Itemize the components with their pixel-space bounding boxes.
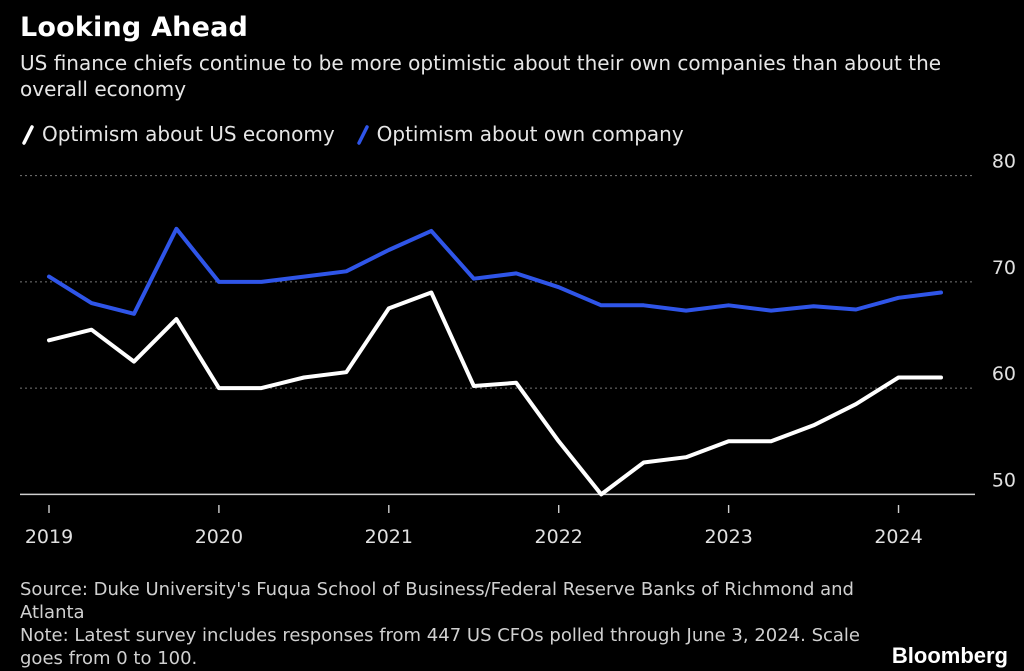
y-tick-label-80: 80 [992,151,1016,173]
x-tick-label-2020: 2020 [195,526,243,548]
legend-swatch-company [356,123,369,145]
source-note: Source: Duke University's Fuqua School o… [20,579,854,623]
legend-item-company: Optimism about own company [356,122,684,146]
x-tick-label-2021: 2021 [365,526,413,548]
survey-note: Note: Latest survey includes responses f… [20,625,861,669]
legend: Optimism about US economy Optimism about… [22,122,684,146]
chart-subtitle: US finance chiefs continue to be more op… [20,51,942,101]
x-tick-label-2019: 2019 [25,526,73,548]
y-tick-label-50: 50 [992,469,1016,491]
chart-title: Looking Ahead [20,12,249,43]
series-line-economy [47,290,943,497]
chart-footer: Source: Duke University's Fuqua School o… [20,578,880,670]
legend-item-economy: Optimism about US economy [22,122,335,146]
line-chart: 50 60 70 80 2019 2020 2021 2022 2023 2024 [20,151,1016,548]
legend-label-economy: Optimism about US economy [42,122,335,146]
x-tick-label-2022: 2022 [535,526,583,548]
x-tick-label-2023: 2023 [704,526,752,548]
series-line-company [47,226,943,316]
x-tick-label-2024: 2024 [874,526,922,548]
y-tick-label-60: 60 [992,363,1016,385]
bloomberg-logo: Bloomberg [891,643,1008,668]
legend-label-company: Optimism about own company [376,122,684,146]
legend-swatch-economy [22,123,34,145]
y-tick-label-70: 70 [992,257,1016,279]
